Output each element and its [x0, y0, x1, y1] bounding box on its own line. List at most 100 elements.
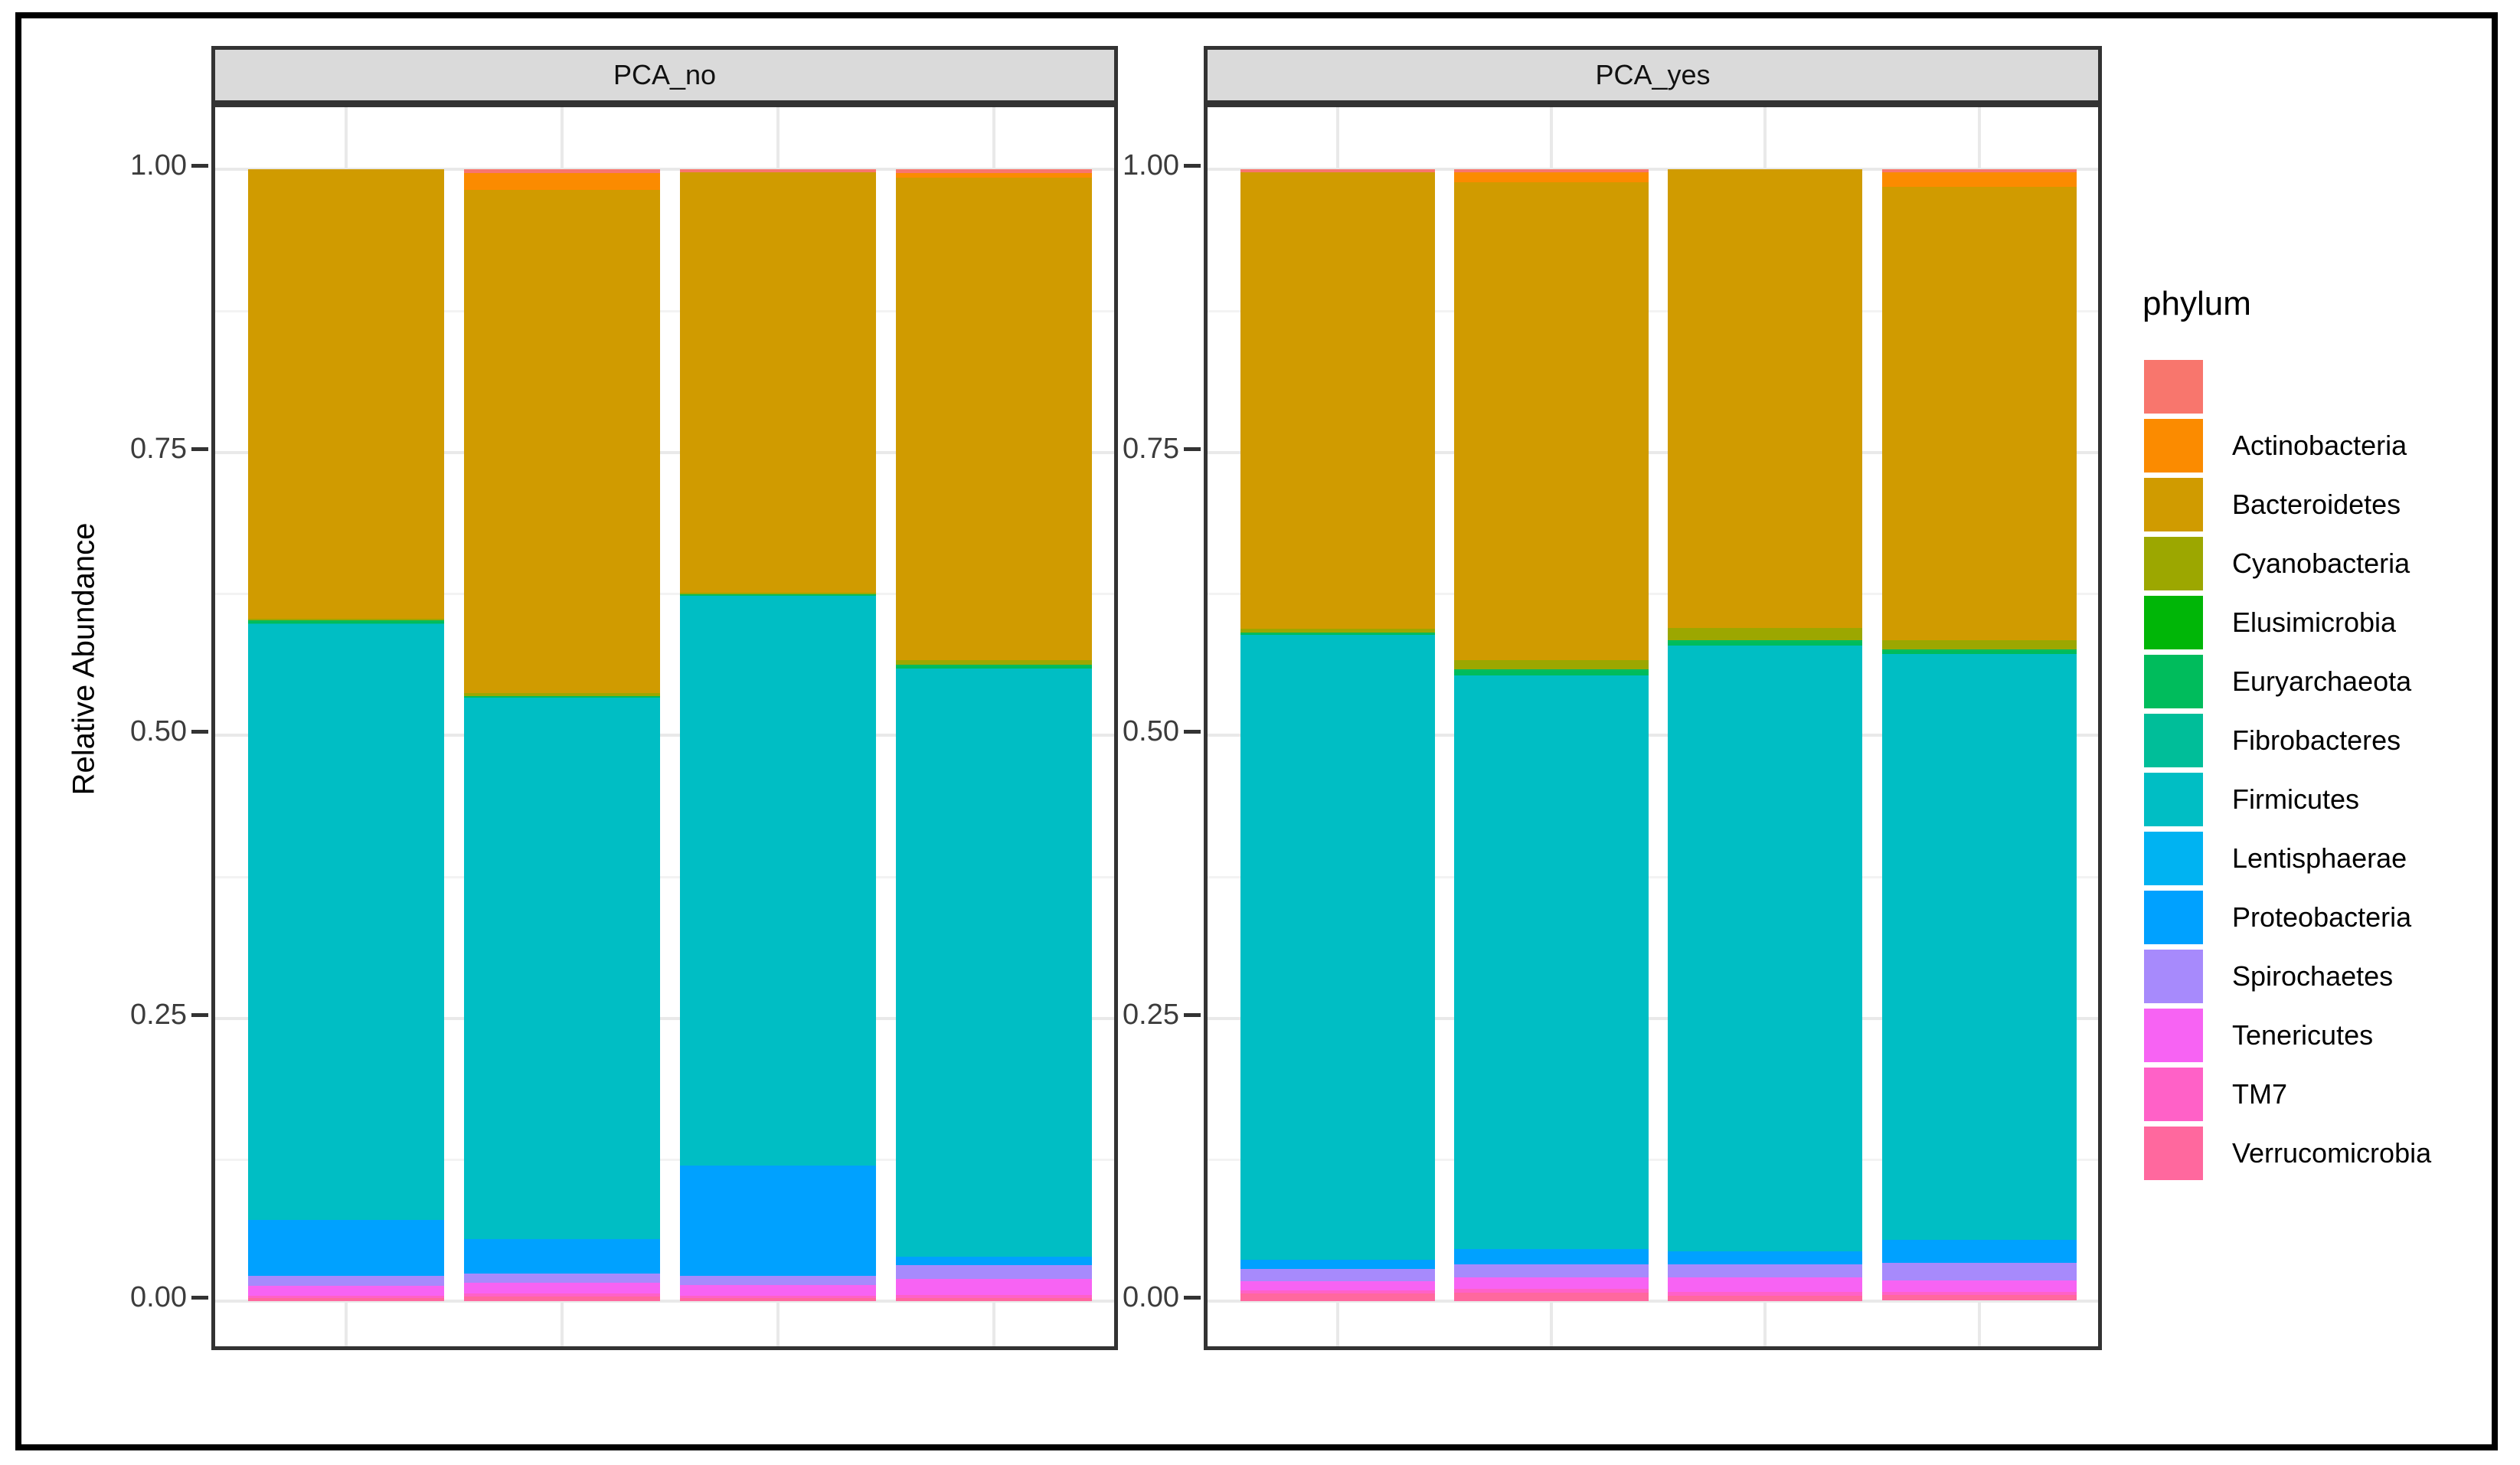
legend-swatch-Actinobacteria	[2144, 419, 2203, 473]
bar-segment-Verrucomicrobia	[1668, 1296, 1862, 1301]
legend-label: Spirochaetes	[2232, 960, 2394, 992]
legend-label: Lentisphaerae	[2232, 842, 2407, 874]
legend-swatch-Firmicutes	[2144, 773, 2203, 826]
legend-label: Cyanobacteria	[2232, 548, 2411, 579]
bar-segment-Bacteroidetes	[1668, 169, 1862, 628]
y-tick-mark	[191, 446, 208, 451]
bar-segment-Spirochaetes	[896, 1265, 1092, 1279]
bar-segment-Firmicutes	[896, 669, 1092, 1257]
bar-segment-unlabeled	[1454, 169, 1649, 172]
bar-segment-Proteobacteria	[1240, 1260, 1435, 1269]
bar-segment-Cyanobacteria	[464, 693, 660, 696]
legend-swatch-Tenericutes	[2144, 1009, 2203, 1062]
legend-swatch-Lentisphaerae	[2144, 832, 2203, 885]
figure-border	[15, 12, 2498, 1450]
legend-swatch-Fibrobacteres	[2144, 714, 2203, 767]
gridline-minor	[215, 1159, 1114, 1162]
bar-segment-Bacteroidetes	[1240, 172, 1435, 629]
y-tick-label: 0.50	[1123, 715, 1179, 747]
bar-segment-Bacteroidetes	[896, 178, 1092, 660]
bar-segment-Tenericutes	[248, 1286, 444, 1296]
bar-segment-Bacteroidetes	[1454, 182, 1649, 660]
bar-segment-Verrucomicrobia	[1454, 1293, 1649, 1301]
stacked-bar	[1240, 169, 1435, 1301]
bar-segment-Spirochaetes	[1454, 1264, 1649, 1277]
stacked-bar	[464, 169, 660, 1301]
legend-swatch-Euryarchaeota	[2144, 655, 2203, 708]
legend-title: phylum	[2142, 285, 2251, 322]
legend-label: Verrucomicrobia	[2232, 1137, 2432, 1169]
bar-segment-Tenericutes	[1454, 1277, 1649, 1289]
bar-segment-Fibrobacteres	[248, 623, 444, 624]
gridline-major	[215, 450, 1114, 454]
legend-label: Actinobacteria	[2232, 430, 2407, 461]
y-tick-mark	[1184, 1012, 1201, 1017]
bar-segment-Cyanobacteria	[248, 619, 444, 620]
gridline-minor	[1208, 309, 2098, 312]
gridline-major	[1208, 1016, 2098, 1020]
bar-segment-Euryarchaeota	[248, 620, 444, 623]
y-tick-mark	[1184, 1296, 1201, 1300]
y-tick-label: 0.00	[1123, 1281, 1179, 1313]
legend-label: Euryarchaeota	[2232, 665, 2412, 697]
bar-segment-Tenericutes	[464, 1283, 660, 1293]
stacked-bar	[1882, 169, 2077, 1301]
bar-segment-Proteobacteria	[896, 1257, 1092, 1265]
gridline-minor	[215, 593, 1114, 596]
bar-segment-Euryarchaeota	[1240, 633, 1435, 635]
bar-segment-Euryarchaeota	[464, 696, 660, 698]
y-tick-mark	[1184, 730, 1201, 734]
legend-label: Bacteroidetes	[2232, 489, 2401, 520]
y-tick-label: 0.75	[130, 432, 187, 465]
bar-segment-Euryarchaeota	[680, 594, 876, 596]
bar-segment-Bacteroidetes	[680, 172, 876, 593]
y-tick-label: 1.00	[130, 149, 187, 181]
legend-label: Elusimicrobia	[2232, 607, 2397, 638]
gridline-minor	[215, 875, 1114, 878]
y-tick-mark	[191, 1296, 208, 1300]
bar-segment-Verrucomicrobia	[680, 1298, 876, 1301]
bar-segment-Spirochaetes	[1668, 1264, 1862, 1277]
bar-segment-Verrucomicrobia	[464, 1297, 660, 1301]
bar-segment-Euryarchaeota	[1668, 640, 1862, 646]
y-axis-title: Relative Abundance	[67, 522, 101, 796]
gridline-minor	[1208, 593, 2098, 596]
bar-segment-Spirochaetes	[680, 1276, 876, 1285]
bar-segment-Firmicutes	[1454, 675, 1649, 1249]
bar-segment-Firmicutes	[1240, 635, 1435, 1260]
bar-segment-Cyanobacteria	[1454, 660, 1649, 669]
y-tick-label: 0.25	[1123, 998, 1179, 1031]
y-tick-label: 0.25	[130, 998, 187, 1031]
bar-segment-TM7	[1454, 1289, 1649, 1293]
bar-segment-Firmicutes	[464, 698, 660, 1239]
stacked-bar	[248, 169, 444, 1301]
bar-segment-Tenericutes	[1668, 1277, 1862, 1292]
bar-segment-Actinobacteria	[1454, 172, 1649, 182]
facet-strip-label: PCA_no	[613, 59, 717, 90]
y-tick-label: 0.00	[130, 1281, 187, 1313]
bar-segment-Actinobacteria	[464, 173, 660, 190]
y-tick-label: 1.00	[1123, 149, 1179, 181]
bar-segment-TM7	[464, 1293, 660, 1297]
legend-label: Proteobacteria	[2232, 901, 2412, 933]
gridline-major	[1208, 734, 2098, 737]
bar-segment-Firmicutes	[1668, 646, 1862, 1251]
stacked-bar	[896, 169, 1092, 1301]
bar-segment-Cyanobacteria	[1240, 629, 1435, 633]
gridline-major	[1208, 450, 2098, 454]
bar-segment-Actinobacteria	[896, 173, 1092, 178]
bar-segment-Bacteroidetes	[1882, 187, 2077, 640]
bar-segment-TM7	[248, 1296, 444, 1298]
bar-segment-Tenericutes	[680, 1285, 876, 1296]
bar-segment-Verrucomicrobia	[1240, 1293, 1435, 1301]
bar-segment-Spirochaetes	[1240, 1269, 1435, 1281]
bar-segment-TM7	[680, 1296, 876, 1298]
bar-segment-Bacteroidetes	[464, 190, 660, 693]
legend-swatch-Elusimicrobia	[2144, 596, 2203, 649]
gridline-minor	[215, 309, 1114, 312]
gridline-minor	[1208, 875, 2098, 878]
legend-swatch-Cyanobacteria	[2144, 537, 2203, 590]
gridline-major	[215, 734, 1114, 737]
stacked-bar	[1454, 169, 1649, 1301]
bar-segment-Spirochaetes	[464, 1274, 660, 1283]
